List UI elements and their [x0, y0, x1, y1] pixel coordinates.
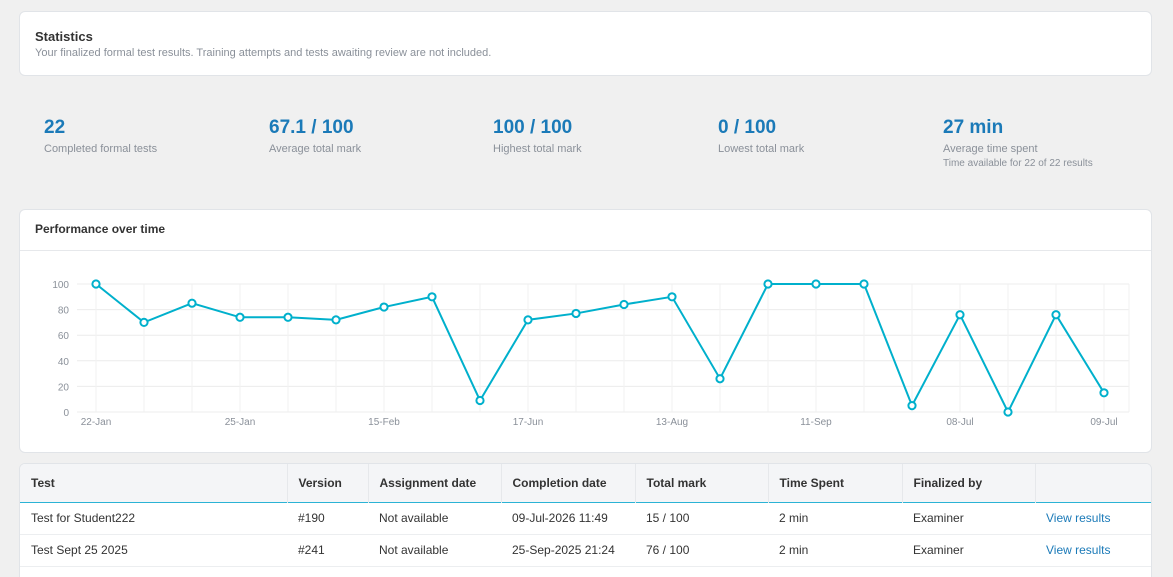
cell-total-mark: 76 / 100 — [635, 534, 768, 567]
data-point — [763, 279, 773, 289]
table-header-row: Test Version Assignment date Completion … — [20, 464, 1151, 502]
cell-test: Test for Student222 — [20, 502, 287, 535]
stat-average-mark: 67.1 / 100 Average total mark — [269, 117, 361, 155]
stat-label: Lowest total mark — [718, 143, 805, 155]
data-point — [859, 279, 869, 289]
cell-finalized-by: Examiner — [902, 534, 1035, 567]
cell-finalized-by: Examiner — [902, 502, 1035, 535]
x-tick-label: 09-Jul — [1090, 417, 1117, 428]
data-point — [811, 279, 821, 289]
x-tick-label: 08-Jul — [946, 417, 973, 428]
view-results-link[interactable]: View results — [1035, 502, 1151, 535]
page-subtitle: Your finalized formal test results. Trai… — [35, 47, 492, 59]
data-point — [91, 279, 101, 289]
stat-label: Average time spent — [943, 143, 1038, 155]
y-tick-label: 80 — [58, 306, 70, 317]
statistics-header-card: Statistics Your finalized formal test re… — [19, 11, 1152, 76]
column-header-assignment-date[interactable]: Assignment date — [368, 464, 502, 502]
x-tick-label: 22-Jan — [81, 417, 112, 428]
column-header-actions — [1035, 464, 1151, 502]
stat-lowest-mark: 0 / 100 Lowest total mark — [718, 117, 804, 155]
x-tick-label: 25-Jan — [225, 417, 256, 428]
stat-label: Completed formal tests — [44, 143, 158, 155]
data-point — [379, 302, 389, 312]
stat-value: 100 / 100 — [493, 117, 573, 138]
cell-version: #190 — [287, 502, 368, 535]
data-point — [1003, 407, 1013, 417]
page-title: Statistics — [35, 29, 93, 44]
column-header-finalized-by[interactable]: Finalized by — [902, 464, 1036, 502]
column-header-test[interactable]: Test — [20, 464, 288, 502]
data-point — [619, 299, 629, 310]
y-tick-label: 20 — [58, 382, 70, 393]
chart-divider — [20, 250, 1151, 251]
cell-time-spent: 2 min — [768, 502, 902, 535]
y-tick-label: 0 — [63, 408, 69, 419]
table-row: Test Sept 25 2025 #241 Not available 25-… — [20, 534, 1151, 567]
column-header-completion-date[interactable]: Completion date — [501, 464, 636, 502]
x-tick-label: 13-Aug — [656, 417, 688, 428]
data-point — [235, 312, 245, 322]
data-point — [427, 292, 437, 302]
results-table: Test Version Assignment date Completion … — [20, 464, 1151, 567]
x-tick-label: 17-Jun — [513, 417, 544, 428]
cell-time-spent: 2 min — [768, 534, 902, 567]
y-tick-label: 100 — [52, 280, 69, 291]
cell-completion-date: 09-Jul-2026 11:49 — [501, 502, 635, 535]
performance-chart-card: Performance over time 0 20 40 60 80 100 22-Jan… — [19, 209, 1152, 453]
stat-value: 22 — [44, 117, 66, 138]
y-tick-label: 40 — [58, 357, 70, 368]
data-point — [571, 308, 581, 319]
stat-average-time: 27 min Average time spent Time available… — [943, 117, 1093, 169]
results-table-card: Test Version Assignment date Completion … — [19, 463, 1152, 577]
cell-test: Test Sept 25 2025 — [20, 534, 287, 567]
data-point — [955, 310, 965, 320]
column-header-version[interactable]: Version — [287, 464, 369, 502]
y-tick-label: 60 — [58, 331, 70, 342]
cell-completion-date: 25-Sep-2025 21:24 — [501, 534, 635, 567]
performance-line-chart: 0 20 40 60 80 100 22-Jan 25-Jan 15-Feb 17-Jun 13-A… — [52, 279, 1130, 428]
stat-completed-tests: 22 Completed formal tests — [44, 117, 157, 155]
chart-title: Performance over time — [35, 222, 166, 236]
stat-value: 67.1 / 100 — [269, 117, 354, 138]
data-point — [283, 312, 293, 322]
stat-label: Average total mark — [269, 143, 362, 155]
data-point — [187, 298, 197, 308]
data-point — [667, 292, 677, 302]
stat-highest-mark: 100 / 100 Highest total mark — [493, 117, 582, 155]
stat-value: 27 min — [943, 117, 1004, 138]
table-row: Test for Student222 #190 Not available 0… — [20, 502, 1151, 535]
data-point — [475, 395, 485, 406]
data-point — [331, 315, 341, 325]
cell-total-mark: 15 / 100 — [635, 502, 768, 535]
data-point — [1099, 388, 1109, 398]
view-results-link[interactable]: View results — [1035, 534, 1151, 567]
data-point — [1051, 310, 1061, 320]
x-tick-label: 15-Feb — [368, 417, 400, 428]
stat-value: 0 / 100 — [718, 117, 777, 138]
data-point — [139, 317, 149, 328]
data-point — [715, 374, 725, 384]
series-line — [95, 283, 1105, 415]
x-tick-label: 11-Sep — [800, 417, 832, 428]
stat-label: Highest total mark — [493, 143, 582, 155]
column-header-time-spent[interactable]: Time Spent — [768, 464, 903, 502]
column-header-total-mark[interactable]: Total mark — [635, 464, 769, 502]
stat-note: Time available for 22 of 22 results — [943, 158, 1093, 169]
cell-assignment-date: Not available — [368, 502, 501, 535]
cell-assignment-date: Not available — [368, 534, 501, 567]
cell-version: #241 — [287, 534, 368, 567]
data-point — [523, 315, 533, 325]
data-point — [907, 401, 917, 411]
